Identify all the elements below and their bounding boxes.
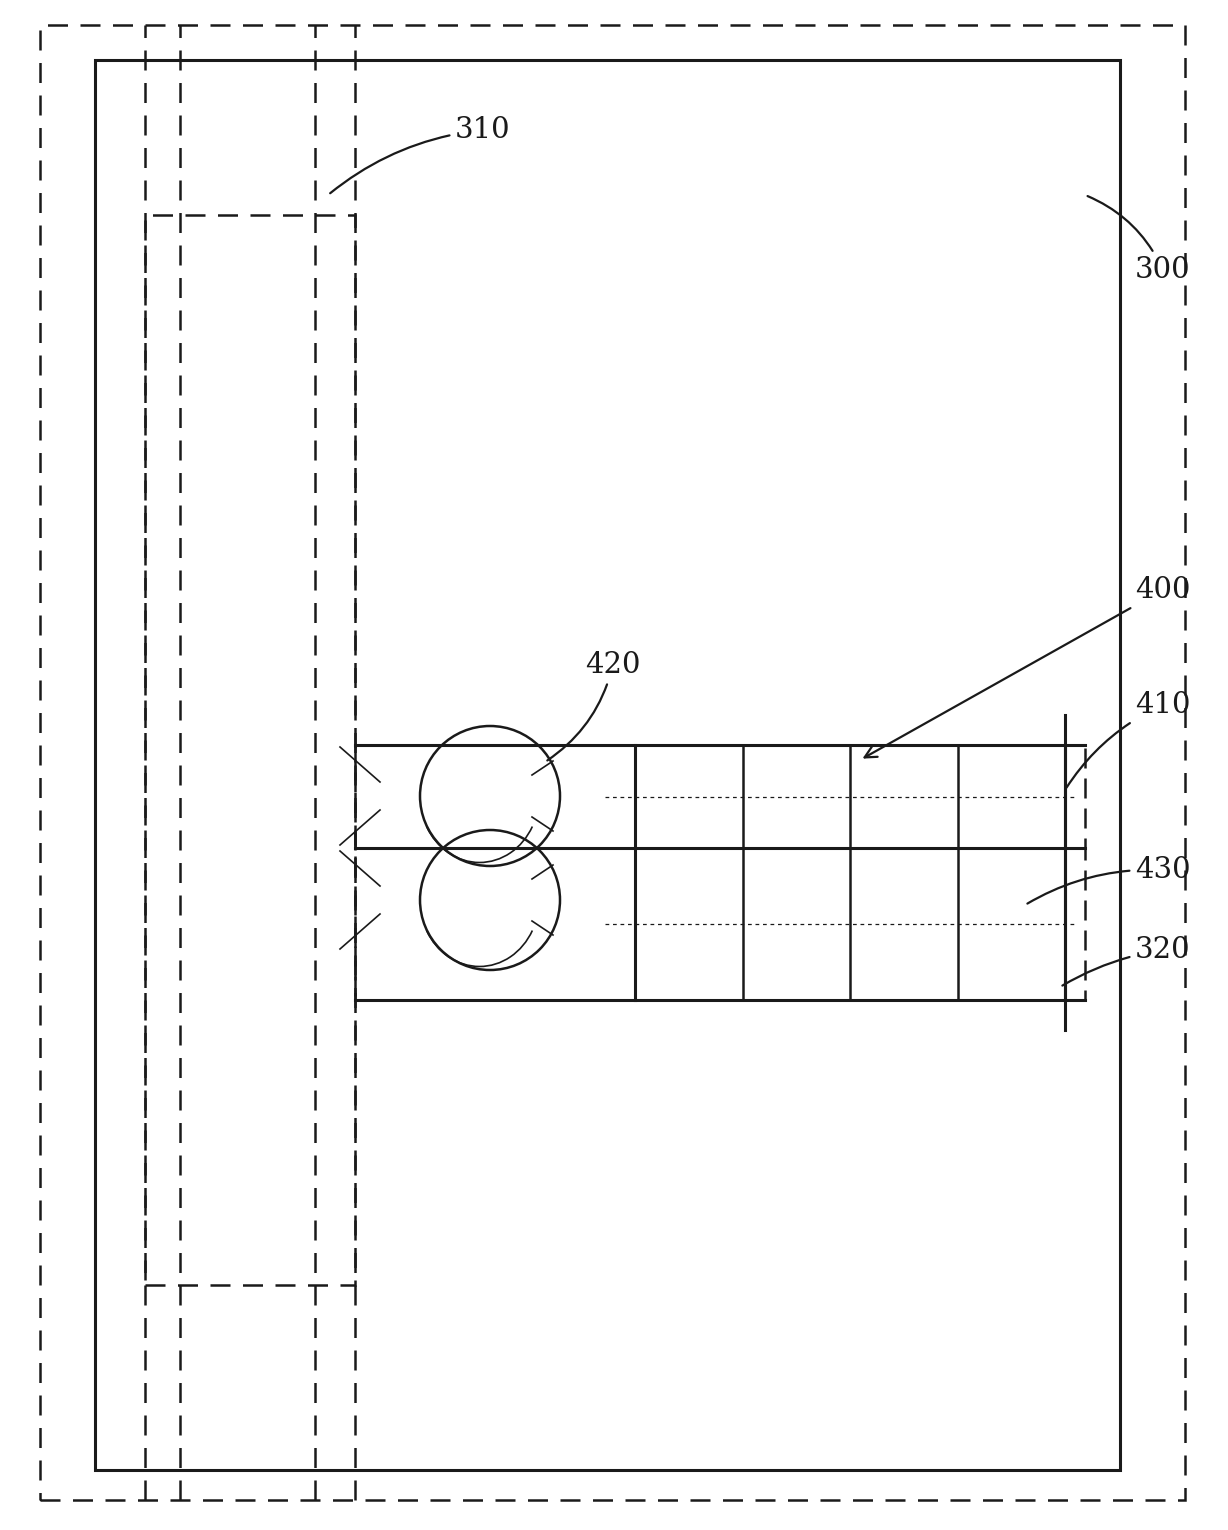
Bar bbox=[355, 848, 1086, 1001]
Bar bbox=[145, 216, 355, 1285]
Text: 420: 420 bbox=[548, 650, 641, 760]
Text: 310: 310 bbox=[330, 116, 511, 193]
Text: 430: 430 bbox=[1028, 855, 1191, 904]
Text: 410: 410 bbox=[1066, 692, 1190, 788]
Bar bbox=[95, 60, 1120, 1470]
Text: 300: 300 bbox=[1088, 196, 1191, 285]
Text: 320: 320 bbox=[1062, 936, 1191, 985]
Text: 400: 400 bbox=[865, 575, 1190, 757]
Bar bbox=[355, 745, 1086, 848]
